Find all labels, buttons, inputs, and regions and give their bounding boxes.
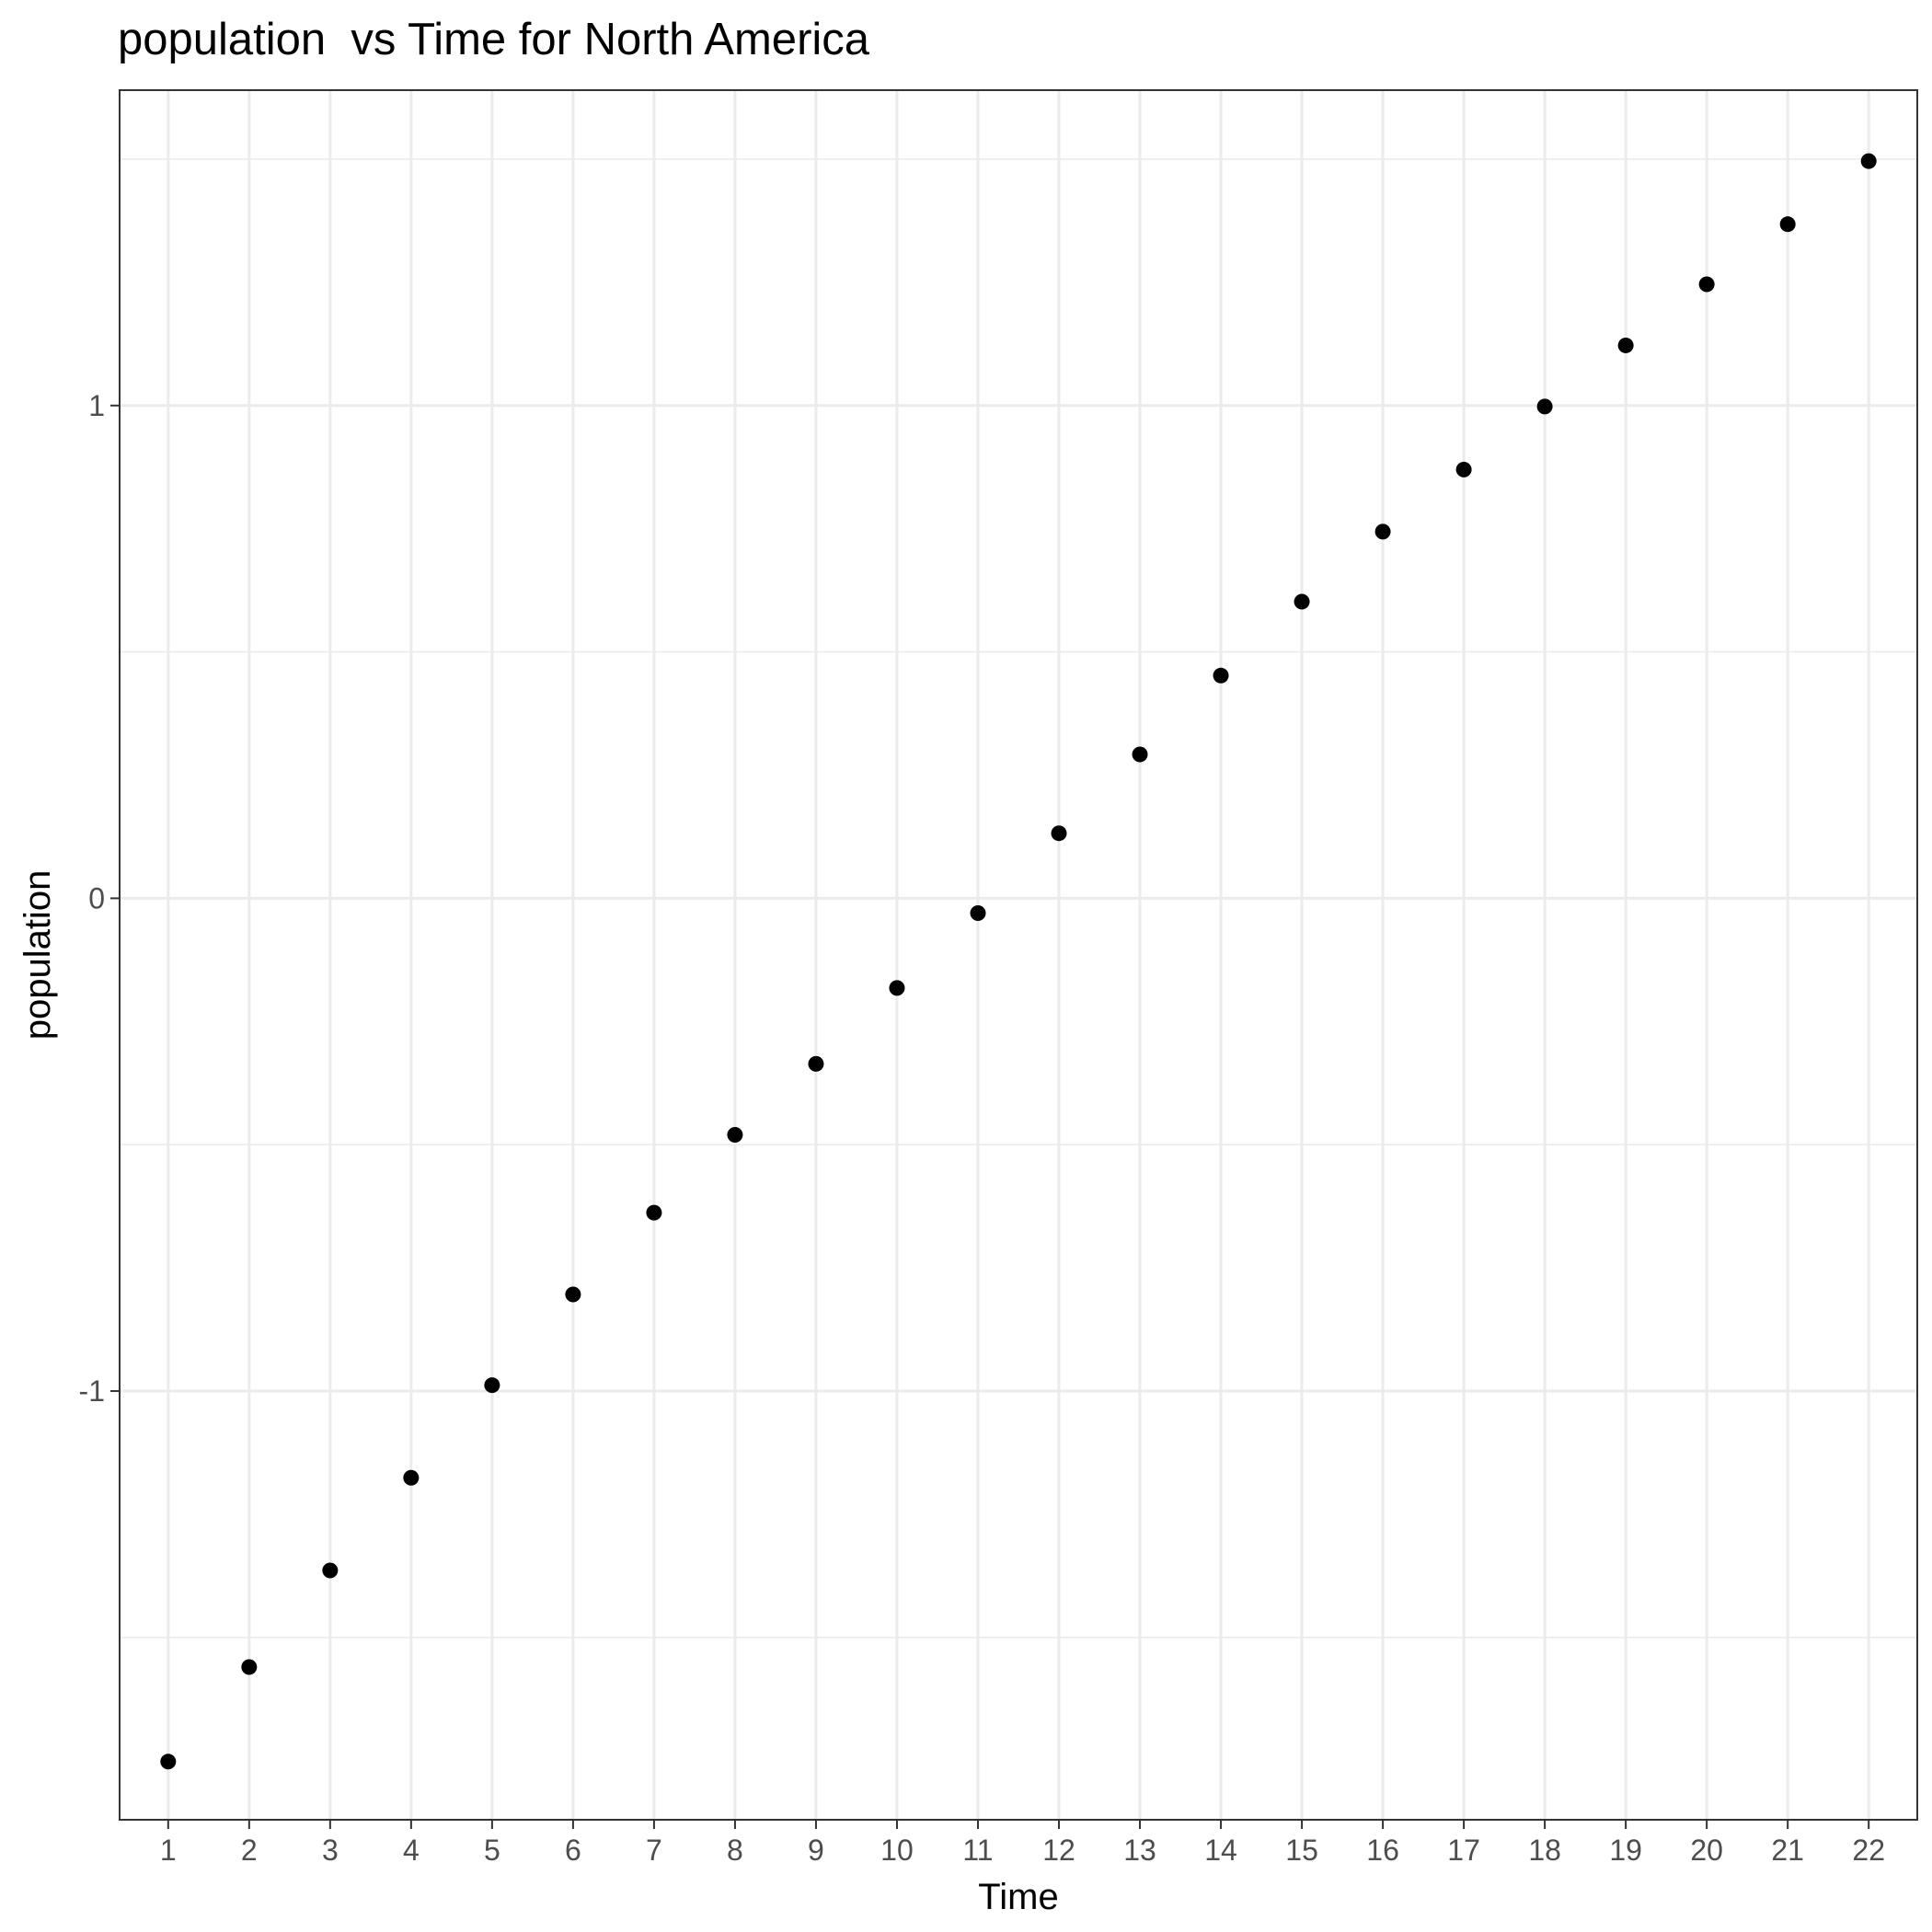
data-point <box>1374 523 1391 540</box>
x-axis-title: Time <box>978 1877 1058 1917</box>
y-tick-label: -1 <box>79 1374 105 1408</box>
panel-border <box>119 89 1918 1821</box>
x-tick-label: 12 <box>1042 1834 1075 1867</box>
y-tick-label: 1 <box>88 389 105 422</box>
data-point <box>1536 398 1553 415</box>
data-point <box>1698 276 1715 293</box>
data-point <box>403 1469 420 1486</box>
x-tick-label: 5 <box>484 1834 500 1867</box>
data-point <box>727 1126 743 1143</box>
x-tick-label: 7 <box>646 1834 662 1867</box>
x-tick-label: 6 <box>565 1834 581 1867</box>
data-point <box>1860 153 1877 169</box>
x-tick-label: 3 <box>322 1834 339 1867</box>
x-tick-label: 14 <box>1204 1834 1237 1867</box>
y-axis-title: population <box>17 870 58 1041</box>
x-tick-label: 4 <box>403 1834 420 1867</box>
x-tick-label: 15 <box>1285 1834 1318 1867</box>
data-point <box>1213 667 1229 684</box>
x-tick-label: 19 <box>1609 1834 1642 1867</box>
x-tick-label: 11 <box>962 1834 993 1867</box>
data-point <box>160 1754 177 1770</box>
x-tick-label: 20 <box>1690 1834 1723 1867</box>
x-tick-label: 18 <box>1528 1834 1561 1867</box>
data-point <box>484 1377 500 1394</box>
data-point <box>1617 337 1634 353</box>
chart-title: population vs Time for North America <box>118 15 870 64</box>
minor-gridlines <box>120 158 1917 1639</box>
data-point <box>565 1286 581 1303</box>
data-point <box>1294 593 1310 610</box>
x-tick-label: 16 <box>1366 1834 1399 1867</box>
data-point <box>1779 216 1796 233</box>
x-axis-ticks: 1 2 3 4 5 6 7 8 9 10 11 12 13 14 15 16 17 18 19 20 21 22 <box>160 1820 1885 1867</box>
data-point <box>322 1562 339 1579</box>
data-point <box>1455 461 1472 477</box>
data-point <box>889 980 905 996</box>
x-tick-label: 2 <box>241 1834 258 1867</box>
major-gridlines <box>120 90 1917 1820</box>
y-axis-ticks: -1 0 1 <box>79 389 120 1408</box>
x-tick-label: 8 <box>727 1834 743 1867</box>
y-tick-label: 0 <box>88 881 105 914</box>
data-point <box>646 1204 662 1221</box>
x-tick-label: 13 <box>1123 1834 1156 1867</box>
data-point <box>1132 746 1148 763</box>
x-tick-label: 22 <box>1852 1834 1885 1867</box>
data-point <box>1051 825 1067 842</box>
x-tick-label: 10 <box>880 1834 914 1867</box>
data-point <box>808 1055 824 1072</box>
x-tick-label: 17 <box>1447 1834 1480 1867</box>
data-point <box>241 1659 258 1675</box>
x-tick-label: 9 <box>808 1834 824 1867</box>
x-tick-label: 1 <box>160 1834 177 1867</box>
x-tick-label: 21 <box>1771 1834 1804 1867</box>
data-point <box>970 904 986 921</box>
data-points <box>160 153 1877 1770</box>
